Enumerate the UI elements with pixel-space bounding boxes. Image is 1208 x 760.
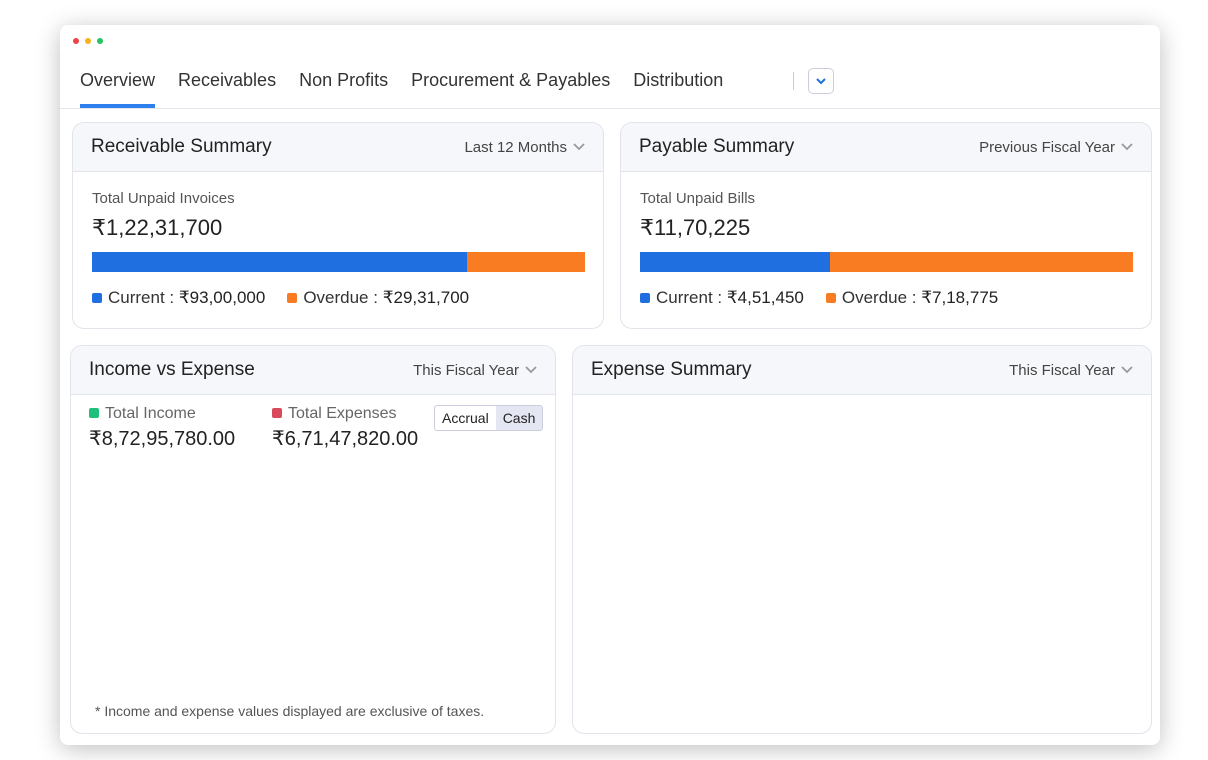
legend-swatch bbox=[89, 408, 99, 418]
toggle-option[interactable]: Cash bbox=[495, 406, 543, 430]
tab[interactable]: Non Profits bbox=[299, 70, 389, 90]
card-header: Income vs Expense This Fiscal Year bbox=[71, 346, 555, 395]
card-title: Receivable Summary bbox=[91, 136, 272, 157]
bar-segment bbox=[92, 252, 467, 272]
legend-item: Total Expenses bbox=[272, 405, 397, 423]
bar-segment bbox=[830, 252, 1133, 272]
legend: Current₹93,00,000 Overdue₹29,31,700 bbox=[92, 288, 469, 308]
card: Payable Summary Previous Fiscal Year Total… bbox=[620, 122, 1152, 329]
legend-name: Total Income bbox=[105, 405, 196, 422]
card-title: Payable Summary bbox=[639, 136, 795, 157]
card-header: Receivable Summary Last 12 Months bbox=[73, 123, 603, 172]
legend-value: ₹29,31,700 bbox=[382, 288, 470, 307]
legend-name: Current bbox=[108, 288, 179, 307]
card-header: Payable Summary Previous Fiscal Year bbox=[621, 123, 1151, 172]
tab-bar: Overview Receivables Non Profits Procuremen… bbox=[80, 68, 723, 108]
legend-name: Overdue bbox=[842, 288, 921, 307]
period-dropdown[interactable]: This Fiscal Year bbox=[413, 362, 537, 379]
legend-swatch bbox=[92, 293, 102, 303]
window-dot bbox=[85, 38, 91, 44]
legend-name: Total Expenses bbox=[288, 405, 397, 422]
summary-total: ₹11,70,225 bbox=[640, 215, 751, 240]
tab[interactable]: Overview bbox=[80, 68, 156, 108]
period-dropdown[interactable]: Previous Fiscal Year bbox=[979, 139, 1133, 156]
stacked-bar bbox=[640, 252, 1133, 272]
bar-segment bbox=[466, 252, 585, 272]
legend-item: Overdue₹7,18,775 bbox=[825, 288, 999, 308]
tab[interactable]: Procurement & Payables bbox=[411, 70, 611, 90]
card-title: Expense Summary bbox=[591, 359, 752, 380]
divider bbox=[793, 72, 794, 90]
legend-item: Current₹4,51,450 bbox=[640, 288, 804, 308]
legend-value: ₹4,51,450 bbox=[726, 288, 804, 307]
summary-label: Total Unpaid Bills bbox=[640, 190, 756, 207]
footnote: * Income and expense values displayed ar… bbox=[95, 703, 485, 719]
tab[interactable]: Distribution bbox=[633, 70, 724, 90]
legend-item: Total Income bbox=[89, 405, 196, 423]
legend-item: Overdue₹29,31,700 bbox=[287, 288, 469, 308]
summary-label: Total Unpaid Invoices bbox=[92, 190, 235, 207]
legend-swatch bbox=[640, 293, 650, 303]
legend-swatch bbox=[272, 408, 282, 418]
toggle-option[interactable]: Accrual bbox=[442, 410, 489, 426]
window-dot bbox=[97, 38, 103, 44]
legend: Current₹4,51,450 Overdue₹7,18,775 bbox=[640, 288, 998, 308]
bar-segment bbox=[640, 252, 831, 272]
separator bbox=[60, 108, 1160, 109]
legend-name: Overdue bbox=[303, 288, 382, 307]
tab[interactable]: Receivables bbox=[178, 70, 277, 90]
legend-swatch bbox=[825, 293, 836, 303]
period-label: Previous Fiscal Year bbox=[979, 138, 1115, 156]
period-label: This Fiscal Year bbox=[1009, 361, 1115, 379]
more-tabs-button[interactable] bbox=[808, 68, 834, 94]
period-label: This Fiscal Year bbox=[413, 361, 519, 379]
period-label: Last 12 Months bbox=[464, 138, 567, 156]
summary-total: ₹1,22,31,700 bbox=[92, 215, 223, 240]
window-dot bbox=[73, 38, 79, 44]
legend-total: ₹8,72,95,780.00 bbox=[89, 428, 236, 450]
legend-value: ₹7,18,775 bbox=[921, 288, 999, 307]
legend-swatch bbox=[287, 293, 298, 303]
period-dropdown[interactable]: This Fiscal Year bbox=[1009, 362, 1133, 379]
card-title: Income vs Expense bbox=[89, 359, 255, 380]
period-dropdown[interactable]: Last 12 Months bbox=[464, 139, 585, 156]
card: Income vs Expense This Fiscal Year Total I… bbox=[70, 345, 556, 734]
card: Receivable Summary Last 12 Months Total Un… bbox=[72, 122, 604, 329]
basis-toggle: Accrual Cash bbox=[434, 405, 544, 431]
card: Expense Summary This Fiscal Year bbox=[572, 345, 1152, 734]
legend-item: Current₹93,00,000 bbox=[92, 288, 265, 308]
stacked-bar bbox=[92, 252, 585, 272]
legend-name: Current bbox=[656, 288, 727, 307]
legend-total: ₹6,71,47,820.00 bbox=[272, 428, 419, 450]
legend-value: ₹93,00,000 bbox=[178, 288, 266, 307]
card-header: Expense Summary This Fiscal Year bbox=[573, 346, 1151, 395]
